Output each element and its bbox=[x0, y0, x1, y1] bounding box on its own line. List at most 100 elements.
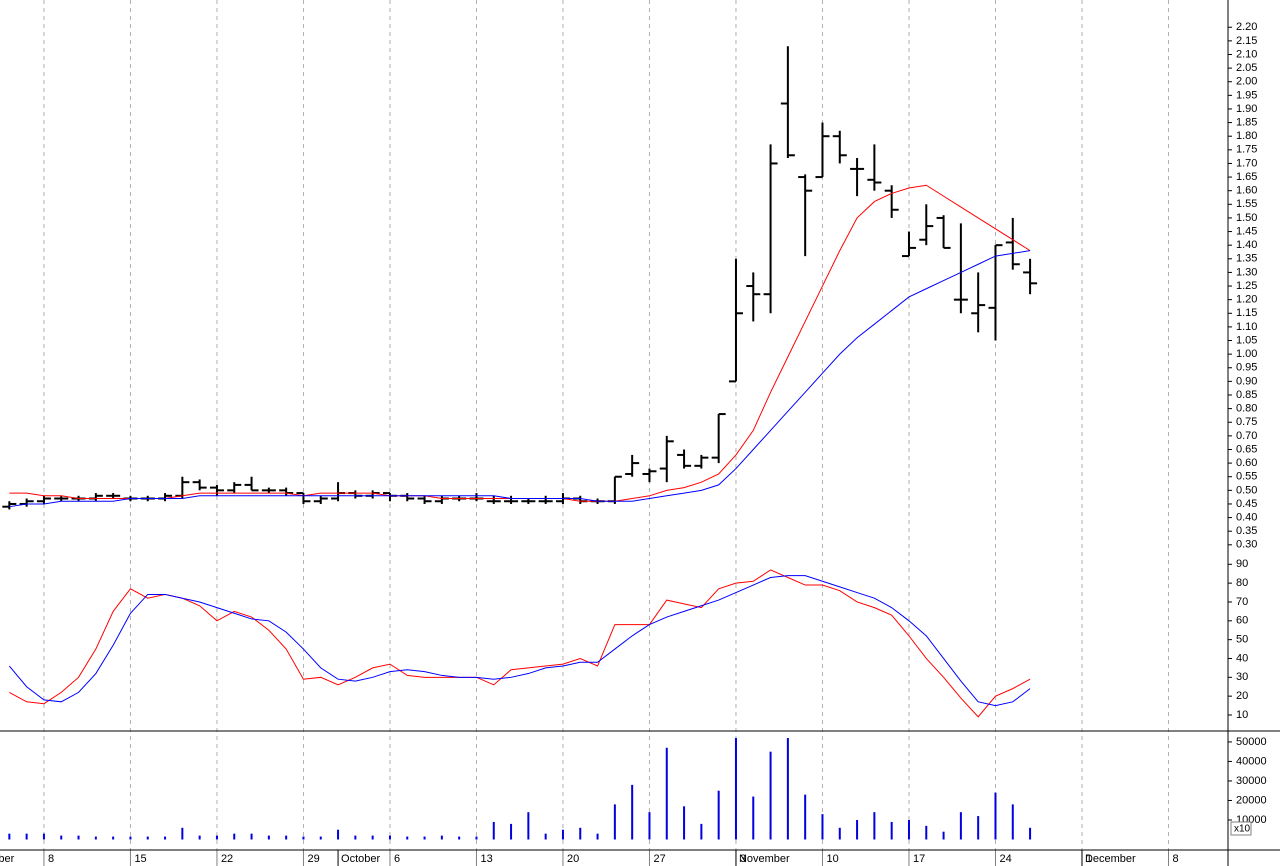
y-tick-label: 1.55 bbox=[1236, 198, 1257, 210]
x-tick-label: 24 bbox=[999, 853, 1011, 865]
y-tick-label: 1.70 bbox=[1236, 157, 1257, 169]
month-label: October bbox=[341, 853, 380, 865]
y-tick-label: 2.00 bbox=[1236, 76, 1257, 88]
y-tick-label: 1.80 bbox=[1236, 130, 1257, 142]
volume-bar bbox=[25, 833, 28, 840]
volume-bar bbox=[959, 812, 962, 840]
volume-bar bbox=[215, 835, 218, 840]
volume-bar bbox=[734, 738, 737, 840]
oscillator-line bbox=[8, 575, 1031, 707]
y-tick-label: 0.60 bbox=[1236, 457, 1257, 469]
y-tick-label: 0.80 bbox=[1236, 403, 1257, 415]
y-tick-label: 1.05 bbox=[1236, 334, 1257, 346]
y-tick-label: 10 bbox=[1236, 709, 1248, 721]
y-tick-label: 1.50 bbox=[1236, 212, 1257, 224]
volume-bar bbox=[579, 827, 582, 840]
x-tick-label: 15 bbox=[134, 853, 146, 865]
x-tick-label: 29 bbox=[307, 853, 319, 865]
volume-bar bbox=[267, 835, 270, 840]
x-tick-label: 8 bbox=[48, 853, 54, 865]
volume-bar bbox=[752, 796, 755, 840]
volume-bar bbox=[406, 836, 409, 840]
y-tick-label: 2.20 bbox=[1236, 21, 1257, 33]
y-tick-label: 1.65 bbox=[1236, 171, 1257, 183]
multiplier-label: x10 bbox=[1234, 824, 1251, 835]
y-tick-label: 1.40 bbox=[1236, 239, 1257, 251]
x-tick-label: 3 bbox=[740, 853, 746, 865]
x-tick-label: 1 bbox=[1086, 853, 1092, 865]
volume-bar bbox=[683, 806, 686, 840]
volume-bar bbox=[527, 812, 530, 840]
y-tick-label: 1.75 bbox=[1236, 144, 1257, 156]
volume-bar bbox=[804, 794, 807, 840]
volume-bar bbox=[1011, 804, 1014, 840]
volume-bar bbox=[648, 812, 651, 840]
y-tick-label: 1.85 bbox=[1236, 116, 1257, 128]
y-tick-label: 1.90 bbox=[1236, 103, 1257, 115]
y-tick-label: 20000 bbox=[1236, 794, 1267, 806]
volume-bar bbox=[665, 747, 668, 840]
volume-bar bbox=[354, 835, 357, 840]
month-label: November bbox=[739, 853, 790, 865]
month-label: September bbox=[0, 853, 15, 865]
multiplier-box bbox=[1230, 821, 1252, 836]
y-tick-label: 2.10 bbox=[1236, 48, 1257, 60]
y-tick-label: 0.65 bbox=[1236, 443, 1257, 455]
volume-bar bbox=[440, 835, 443, 840]
volume-bar bbox=[890, 821, 893, 840]
volume-bar bbox=[285, 835, 288, 840]
y-tick-label: 0.40 bbox=[1236, 511, 1257, 523]
x-tick-label: 27 bbox=[653, 853, 665, 865]
volume-bar bbox=[544, 833, 547, 840]
y-tick-label: 60 bbox=[1236, 615, 1248, 627]
x-tick-label: 6 bbox=[394, 853, 400, 865]
volume-bar bbox=[631, 784, 634, 840]
x-tick-label: 20 bbox=[567, 853, 579, 865]
volume-bar bbox=[388, 835, 391, 840]
y-tick-label: 30000 bbox=[1236, 775, 1267, 787]
volume-bar bbox=[337, 829, 340, 840]
volume-bar bbox=[769, 751, 772, 840]
x-tick-label: 13 bbox=[480, 853, 492, 865]
volume-bar bbox=[164, 836, 167, 840]
volume-bar bbox=[786, 738, 789, 840]
y-tick-label: 1.95 bbox=[1236, 89, 1257, 101]
volume-bar bbox=[198, 835, 201, 840]
volume-bar bbox=[302, 836, 305, 840]
volume-bar bbox=[458, 836, 461, 840]
y-tick-label: 1.45 bbox=[1236, 225, 1257, 237]
volume-bar bbox=[233, 833, 236, 840]
volume-bar bbox=[371, 835, 374, 840]
volume-bar bbox=[925, 825, 928, 840]
x-tick-label: 17 bbox=[913, 853, 925, 865]
y-tick-label: 2.15 bbox=[1236, 35, 1257, 47]
y-tick-label: 70 bbox=[1236, 596, 1248, 608]
y-tick-label: 0.50 bbox=[1236, 484, 1257, 496]
volume-bar bbox=[613, 804, 616, 840]
y-tick-label: 1.15 bbox=[1236, 307, 1257, 319]
y-tick-label: 1.35 bbox=[1236, 253, 1257, 265]
volume-bar bbox=[60, 835, 63, 840]
volume-bar bbox=[821, 814, 824, 840]
volume-bar bbox=[1029, 827, 1032, 840]
x-tick-label: 10 bbox=[826, 853, 838, 865]
volume-bar bbox=[319, 836, 322, 840]
moving-average bbox=[9, 250, 1031, 508]
y-tick-label: 0.70 bbox=[1236, 430, 1257, 442]
y-tick-label: 0.35 bbox=[1236, 525, 1257, 537]
y-tick-label: 0.95 bbox=[1236, 362, 1257, 374]
volume-bar bbox=[510, 823, 513, 840]
volume-bar bbox=[77, 835, 80, 840]
x-tick-label: 8 bbox=[1172, 853, 1178, 865]
volume-bar bbox=[856, 819, 859, 840]
y-tick-label: 1.10 bbox=[1236, 321, 1257, 333]
volume-bar bbox=[977, 816, 980, 840]
y-tick-label: 40000 bbox=[1236, 755, 1267, 767]
volume-bar bbox=[94, 836, 97, 840]
y-tick-label: 20 bbox=[1236, 690, 1248, 702]
volume-bar bbox=[423, 836, 426, 840]
y-tick-label: 90 bbox=[1236, 558, 1248, 570]
